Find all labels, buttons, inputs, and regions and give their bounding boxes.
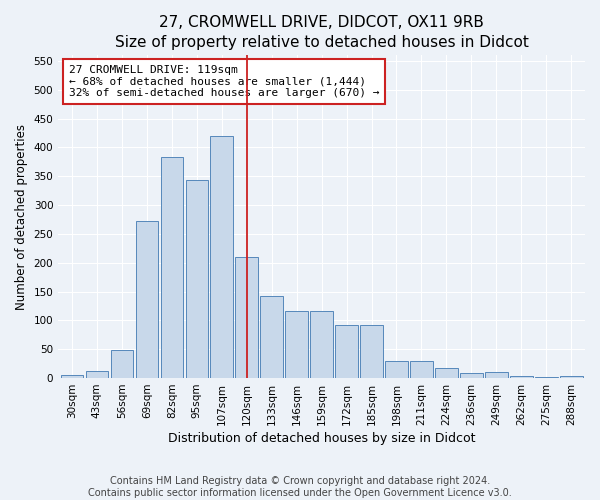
Bar: [510, 376, 533, 378]
Bar: [460, 373, 482, 378]
Bar: [161, 156, 183, 378]
Title: 27, CROMWELL DRIVE, DIDCOT, OX11 9RB
Size of property relative to detached house: 27, CROMWELL DRIVE, DIDCOT, OX11 9RB Siz…: [115, 15, 529, 50]
Bar: [560, 376, 583, 378]
Bar: [435, 368, 458, 378]
Bar: [310, 311, 333, 378]
Bar: [260, 296, 283, 378]
Bar: [485, 372, 508, 378]
Bar: [211, 136, 233, 378]
Bar: [110, 350, 133, 378]
X-axis label: Distribution of detached houses by size in Didcot: Distribution of detached houses by size …: [168, 432, 475, 445]
Bar: [185, 180, 208, 378]
Text: Contains HM Land Registry data © Crown copyright and database right 2024.
Contai: Contains HM Land Registry data © Crown c…: [88, 476, 512, 498]
Y-axis label: Number of detached properties: Number of detached properties: [15, 124, 28, 310]
Bar: [61, 375, 83, 378]
Bar: [335, 325, 358, 378]
Bar: [385, 361, 408, 378]
Bar: [410, 361, 433, 378]
Bar: [360, 325, 383, 378]
Bar: [86, 371, 108, 378]
Bar: [235, 257, 258, 378]
Bar: [286, 311, 308, 378]
Text: 27 CROMWELL DRIVE: 119sqm
← 68% of detached houses are smaller (1,444)
32% of se: 27 CROMWELL DRIVE: 119sqm ← 68% of detac…: [69, 65, 379, 98]
Bar: [136, 221, 158, 378]
